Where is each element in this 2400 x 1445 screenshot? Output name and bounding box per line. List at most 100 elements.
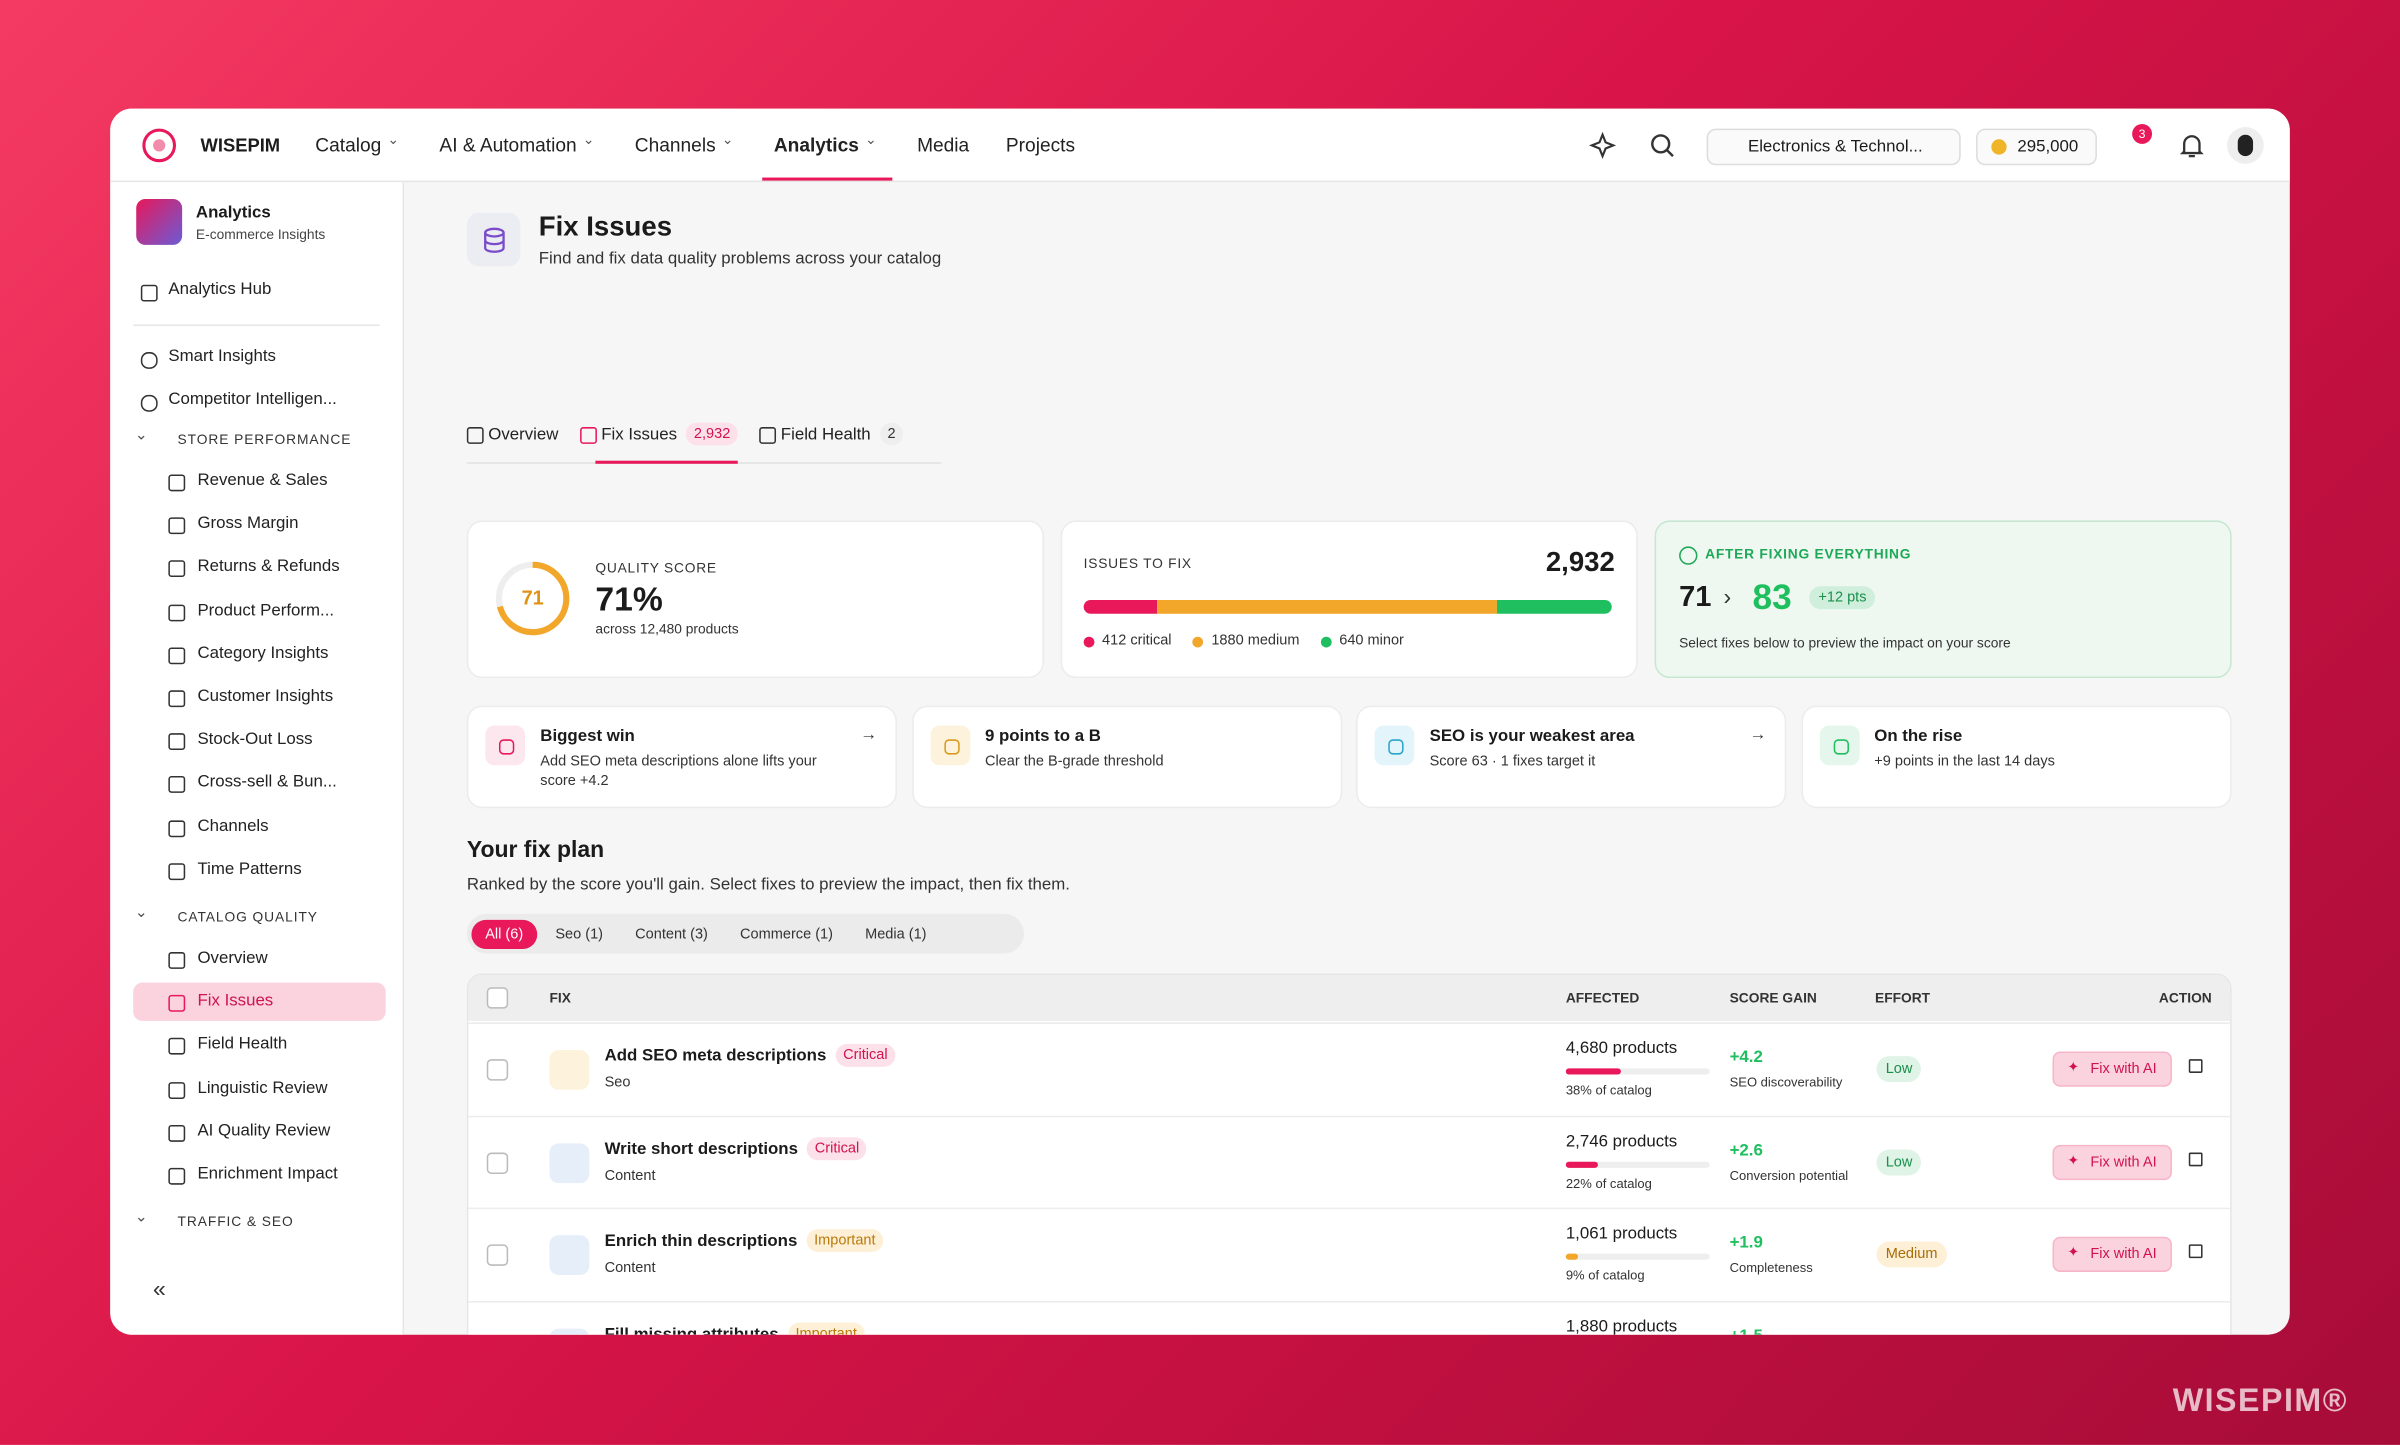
insight-card[interactable]: SEO is your weakest area Score 63 · 1 fix…	[1356, 705, 1787, 809]
menu-item[interactable]: Cross-sell & Bun...	[197, 773, 337, 792]
plan-title: Your fix plan	[466, 837, 605, 864]
external-link[interactable]	[2188, 1244, 2203, 1259]
filter-bar	[466, 913, 1024, 954]
menu-item[interactable]: Time Patterns	[197, 859, 302, 879]
tab[interactable]: Field Health	[780, 425, 871, 444]
fix-title: Add SEO meta descriptions	[604, 1046, 827, 1066]
menu-icon	[168, 1167, 186, 1185]
external-link[interactable]	[2188, 1151, 2203, 1166]
score-gain: +1.9	[1729, 1233, 1763, 1253]
menu-item[interactable]: Stock-Out Loss	[197, 730, 313, 749]
column-header: SCORE GAIN	[1729, 990, 1817, 1006]
row-checkbox[interactable]	[486, 1244, 509, 1266]
menu-item[interactable]: Field Health	[197, 1035, 288, 1054]
action-button[interactable]: Fix with AI ✦	[2052, 1236, 2172, 1272]
filter-chip[interactable]: Media (1)	[865, 926, 927, 943]
effort: Low	[1876, 1056, 1922, 1083]
menu-item[interactable]: Returns & Refunds	[197, 557, 340, 577]
menu-item[interactable]: Fix Issues	[197, 992, 274, 1011]
card-icon-dot	[1832, 739, 1849, 755]
menu-item[interactable]: Linguistic Review	[197, 1078, 328, 1097]
action-button[interactable]: Fix with AI ✦	[2052, 1144, 2172, 1180]
nav-item[interactable]: Projects	[1005, 134, 1076, 157]
nav-item[interactable]: Analytics	[773, 134, 859, 157]
workspace: Electronics & Technol...	[1747, 137, 1923, 157]
menu-item[interactable]: Competitor Intelligen...	[168, 390, 337, 410]
card-icon	[929, 725, 970, 766]
ring: 71	[495, 561, 570, 636]
menu-item[interactable]: Product Perform...	[197, 600, 335, 620]
issues-total: 2,932	[1545, 546, 1615, 578]
top-bar	[110, 108, 2290, 183]
after-card: AFTER FIXING EVERYTHING 71 › 83 +12 pts …	[1654, 520, 2232, 679]
card-arrow: →	[860, 725, 878, 744]
row-checkbox[interactable]	[486, 1059, 509, 1081]
bell[interactable]	[2178, 130, 2206, 161]
menu-icon	[140, 284, 158, 302]
section-title[interactable]: STORE PERFORMANCE	[177, 431, 352, 447]
menu-item[interactable]: AI Quality Review	[197, 1121, 331, 1140]
menu-item[interactable]: Category Insights	[197, 644, 329, 663]
menu-item[interactable]: Enrichment Impact	[197, 1164, 338, 1184]
menu-item[interactable]: Analytics Hub	[168, 280, 272, 299]
insight-card[interactable]: Biggest win Add SEO meta descriptions alo…	[466, 705, 897, 809]
credits[interactable]: 295,000	[1976, 128, 2097, 166]
menu-icon	[168, 690, 186, 708]
table-row: Fill missing attributesImportantContent1…	[468, 1300, 2231, 1335]
sidebar-title: Analytics	[195, 203, 271, 222]
card-title: SEO is your weakest area	[1429, 727, 1635, 746]
coin	[1991, 139, 2007, 155]
brand: WISEPIM	[200, 134, 281, 157]
severity-tag: Critical	[807, 1136, 867, 1160]
affected: 1,880 products	[1565, 1317, 1678, 1335]
nav-item[interactable]: Media	[917, 134, 970, 157]
insight-card[interactable]: On the rise +9 points in the last 14 days	[1800, 705, 2231, 809]
card-title: Biggest win	[540, 727, 635, 746]
ring-label: 71	[522, 588, 544, 610]
section-title[interactable]: CATALOG QUALITY	[177, 909, 318, 925]
filter-chip[interactable]: Content (3)	[635, 926, 708, 943]
action-button[interactable]: Fix with AI ✦	[2052, 1051, 2172, 1087]
menu-item[interactable]: Channels	[197, 816, 269, 836]
nav-item[interactable]: Channels	[634, 134, 716, 157]
menu-item[interactable]: Gross Margin	[197, 514, 299, 533]
sidebar-subtitle: E-commerce Insights	[195, 226, 326, 242]
card-text: Score 63 · 1 fixes target it	[1429, 753, 1596, 770]
menu-item[interactable]: Revenue & Sales	[197, 471, 328, 490]
workspace-select[interactable]: Electronics & Technol...	[1706, 128, 1961, 166]
insight-card[interactable]: 9 points to a B Clear the B-grade thresho…	[911, 705, 1342, 809]
affected: 4,680 products	[1565, 1039, 1678, 1058]
menu-item[interactable]: Overview	[197, 948, 268, 968]
fix-icon	[549, 1235, 590, 1275]
section-title[interactable]: TRAFFIC & SEO	[177, 1214, 294, 1230]
nav-item[interactable]: AI & Automation	[439, 134, 577, 157]
filter-chip[interactable]: Commerce (1)	[740, 926, 833, 943]
card-text: +9 points in the last 14 days	[1874, 753, 2055, 770]
affected: 2,746 products	[1565, 1131, 1678, 1151]
menu-item[interactable]: Customer Insights	[197, 687, 334, 706]
tab[interactable]: Fix Issues	[601, 425, 678, 444]
severity-tag: Critical	[835, 1043, 896, 1067]
external-link[interactable]	[2188, 1059, 2203, 1073]
avatar[interactable]	[2227, 127, 2264, 164]
alert-badge[interactable]: 3	[2132, 123, 2153, 144]
table-row: Write short descriptions Critical Content 2…	[468, 1115, 2231, 1208]
tab[interactable]: Overview	[488, 425, 559, 444]
filter-chip[interactable]: Seo (1)	[555, 926, 604, 943]
collapse[interactable]: «	[153, 1276, 166, 1303]
tab-icon	[579, 427, 597, 444]
menu-icon	[140, 395, 158, 413]
menu-icon	[168, 733, 186, 751]
header-checkbox[interactable]	[486, 987, 509, 1009]
filter-chip[interactable]: All (6)	[471, 919, 537, 949]
ai-icon[interactable]	[1588, 131, 1617, 160]
nav-item[interactable]: Catalog	[315, 134, 382, 157]
action-button[interactable]: Review	[2120, 1329, 2198, 1334]
column-header: ACTION	[2158, 990, 2212, 1006]
page-title: Fix Issues	[538, 211, 673, 242]
score-gain: +1.5	[1730, 1326, 1763, 1334]
menu-item[interactable]: Smart Insights	[168, 347, 276, 366]
card-text: Clear the B-grade threshold	[984, 753, 1164, 770]
search-icon[interactable]	[1648, 132, 1676, 160]
row-checkbox[interactable]	[486, 1151, 509, 1174]
